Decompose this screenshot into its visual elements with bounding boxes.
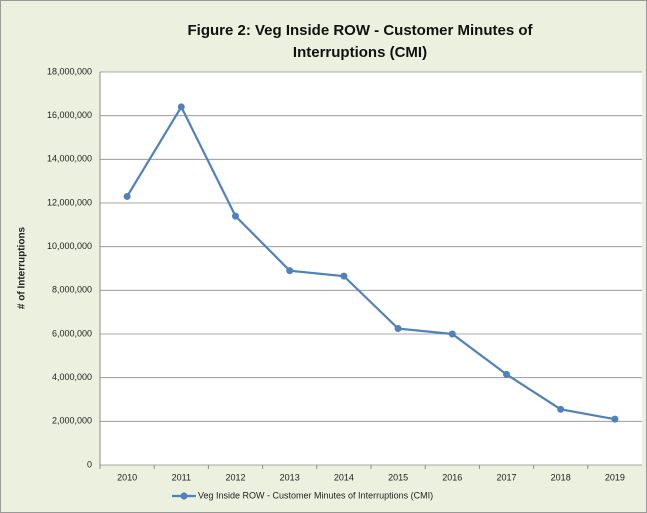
x-tick-label: 2017 bbox=[496, 472, 516, 482]
y-axis-label: # of Interruptions bbox=[17, 226, 28, 309]
data-point bbox=[123, 192, 131, 200]
legend-label: Veg Inside ROW - Customer Minutes of Int… bbox=[198, 490, 433, 500]
plot-area bbox=[100, 72, 642, 465]
data-point bbox=[503, 370, 510, 378]
x-tick-label: 2012 bbox=[225, 472, 245, 482]
data-point bbox=[448, 330, 456, 338]
data-point bbox=[286, 267, 294, 275]
y-tick-label: 6,000,000 bbox=[52, 328, 92, 338]
y-tick-label: 12,000,000 bbox=[47, 197, 92, 207]
x-tick-label: 2019 bbox=[605, 472, 625, 482]
y-tick-label: 14,000,000 bbox=[47, 154, 92, 164]
y-tick-label: 2,000,000 bbox=[52, 416, 92, 426]
data-point bbox=[232, 212, 239, 220]
data-point bbox=[394, 325, 402, 333]
y-tick-label: 0 bbox=[87, 459, 92, 469]
data-point bbox=[177, 103, 185, 111]
series-line bbox=[126, 104, 616, 421]
data-point bbox=[340, 272, 348, 280]
x-tick-label: 2010 bbox=[117, 472, 137, 482]
x-tick-label: 2015 bbox=[388, 472, 408, 482]
y-tick-label: 16,000,000 bbox=[47, 110, 92, 120]
y-tick-label: 10,000,000 bbox=[47, 241, 92, 251]
x-tick-label: 2013 bbox=[280, 472, 300, 482]
chart-title: Figure 2: Veg Inside ROW - Customer Minu… bbox=[187, 22, 533, 61]
x-tick-label: 2016 bbox=[442, 472, 462, 482]
legend-marker bbox=[180, 492, 188, 500]
y-tick-label: 8,000,000 bbox=[52, 285, 92, 295]
x-tick-label: 2011 bbox=[172, 472, 191, 482]
data-point bbox=[557, 405, 565, 413]
data-point bbox=[611, 415, 619, 423]
y-tick-label: 4,000,000 bbox=[52, 372, 92, 382]
x-tick-label: 2014 bbox=[334, 472, 354, 482]
x-tick-label: 2018 bbox=[551, 472, 571, 482]
y-tick-label: 18,000,000 bbox=[47, 66, 92, 76]
